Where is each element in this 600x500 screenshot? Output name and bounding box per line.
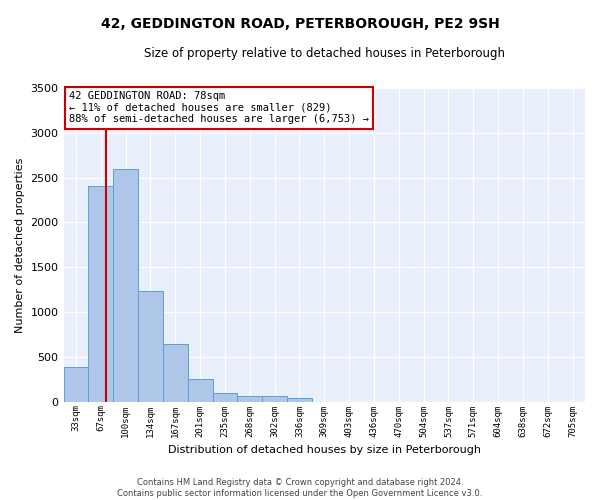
Bar bbox=[262, 396, 287, 402]
Bar bbox=[163, 344, 188, 402]
Text: 42, GEDDINGTON ROAD, PETERBOROUGH, PE2 9SH: 42, GEDDINGTON ROAD, PETERBOROUGH, PE2 9… bbox=[101, 18, 499, 32]
Text: Contains HM Land Registry data © Crown copyright and database right 2024.
Contai: Contains HM Land Registry data © Crown c… bbox=[118, 478, 482, 498]
Y-axis label: Number of detached properties: Number of detached properties bbox=[15, 157, 25, 332]
Title: Size of property relative to detached houses in Peterborough: Size of property relative to detached ho… bbox=[144, 48, 505, 60]
Bar bbox=[287, 398, 312, 402]
Bar bbox=[188, 379, 212, 402]
Bar bbox=[113, 168, 138, 402]
Bar bbox=[64, 366, 88, 402]
X-axis label: Distribution of detached houses by size in Peterborough: Distribution of detached houses by size … bbox=[168, 445, 481, 455]
Text: 42 GEDDINGTON ROAD: 78sqm
← 11% of detached houses are smaller (829)
88% of semi: 42 GEDDINGTON ROAD: 78sqm ← 11% of detac… bbox=[69, 91, 369, 124]
Bar bbox=[138, 290, 163, 402]
Bar bbox=[238, 396, 262, 402]
Bar bbox=[88, 186, 113, 402]
Bar bbox=[212, 393, 238, 402]
